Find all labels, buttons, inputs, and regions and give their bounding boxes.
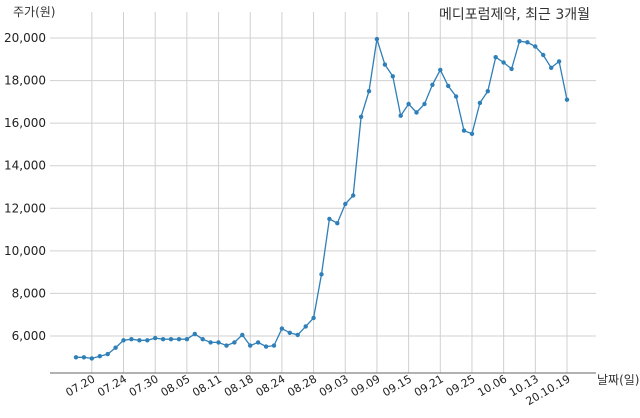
x-tick-label: 09.21 bbox=[412, 372, 446, 399]
x-tick-label: 08.18 bbox=[222, 372, 256, 399]
x-tick-label: 07.24 bbox=[95, 372, 129, 399]
data-point bbox=[184, 337, 190, 342]
data-point bbox=[137, 338, 142, 343]
data-point bbox=[176, 337, 182, 342]
y-tick-label: 18,000 bbox=[4, 74, 46, 88]
data-point bbox=[311, 315, 316, 321]
data-point bbox=[374, 36, 380, 42]
data-point bbox=[113, 345, 118, 350]
x-tick-labels: 07.2007.2407.3008.0508.1108.1808.2408.28… bbox=[64, 372, 573, 408]
x-tick-label: 09.25 bbox=[444, 372, 478, 399]
data-point bbox=[406, 101, 411, 107]
data-point bbox=[366, 89, 372, 94]
data-point bbox=[263, 344, 269, 349]
y-tick-label: 6,000 bbox=[12, 329, 46, 343]
data-point bbox=[469, 131, 475, 136]
data-point bbox=[160, 337, 166, 342]
data-point bbox=[168, 337, 174, 342]
data-point bbox=[129, 337, 134, 342]
data-point bbox=[232, 340, 237, 345]
data-point bbox=[358, 114, 364, 120]
data-point bbox=[453, 94, 459, 99]
data-point bbox=[81, 355, 87, 360]
data-point bbox=[501, 60, 506, 65]
x-tick-label: 07.20 bbox=[64, 372, 98, 399]
data-point bbox=[382, 62, 388, 67]
x-tick-label: 07.30 bbox=[127, 372, 161, 399]
x-tick-label: 08.24 bbox=[254, 372, 288, 399]
y-axis-label: 주가(원) bbox=[13, 5, 55, 19]
x-tick-label: 10.06 bbox=[475, 372, 509, 399]
data-point bbox=[477, 100, 483, 106]
y-tick-label: 16,000 bbox=[4, 116, 46, 130]
x-axis-label: 날짜(일) bbox=[597, 373, 639, 387]
series-price bbox=[76, 38, 568, 360]
data-point bbox=[255, 340, 261, 345]
x-tick-label: 09.15 bbox=[380, 372, 414, 399]
data-point bbox=[287, 330, 292, 335]
y-tick-labels: 6,000 8,000 10,000 12,000 14,000 16,000 18,000… bbox=[4, 31, 46, 343]
data-point bbox=[224, 343, 229, 348]
x-tick-label: 08.28 bbox=[285, 372, 319, 399]
data-points bbox=[73, 36, 570, 361]
chart-title: 메디포럼제약, 최근 3개월 bbox=[439, 7, 590, 23]
y-tick-label: 12,000 bbox=[4, 201, 46, 215]
data-point bbox=[271, 343, 277, 348]
data-point bbox=[493, 55, 498, 60]
x-tick-label: 08.05 bbox=[159, 372, 193, 399]
data-point bbox=[327, 216, 332, 222]
data-point bbox=[556, 59, 562, 64]
data-point bbox=[200, 337, 205, 342]
data-point bbox=[145, 338, 150, 343]
data-point bbox=[216, 340, 221, 345]
data-point bbox=[430, 82, 435, 88]
x-tick-label: 09.09 bbox=[349, 372, 383, 399]
data-point bbox=[549, 65, 554, 71]
data-point bbox=[422, 101, 427, 107]
x-tick-label: 09.03 bbox=[317, 372, 351, 399]
data-point bbox=[414, 110, 419, 115]
series-line bbox=[76, 38, 568, 360]
data-point bbox=[446, 83, 451, 89]
data-point bbox=[398, 113, 403, 118]
data-point bbox=[343, 201, 348, 207]
y-tick-label: 20,000 bbox=[4, 31, 46, 45]
data-point bbox=[533, 44, 538, 49]
data-point bbox=[208, 340, 213, 345]
data-point bbox=[73, 355, 79, 360]
grid bbox=[50, 12, 596, 373]
y-tick-label: 10,000 bbox=[4, 244, 46, 258]
data-point bbox=[240, 332, 245, 338]
data-point bbox=[295, 332, 300, 338]
data-point bbox=[105, 351, 110, 357]
data-point bbox=[390, 74, 395, 79]
data-point bbox=[541, 52, 546, 58]
data-point bbox=[509, 66, 514, 72]
data-point bbox=[192, 331, 197, 337]
data-point bbox=[461, 128, 467, 133]
data-point bbox=[525, 40, 530, 45]
data-point bbox=[485, 89, 490, 94]
data-point bbox=[121, 338, 126, 343]
data-point bbox=[97, 354, 103, 359]
data-point bbox=[564, 97, 570, 102]
y-tick-label: 14,000 bbox=[4, 159, 46, 173]
data-point bbox=[303, 324, 308, 329]
x-tick-label: 08.11 bbox=[190, 372, 224, 399]
data-point bbox=[351, 193, 356, 198]
data-point bbox=[89, 356, 95, 361]
data-point bbox=[335, 221, 340, 226]
data-point bbox=[438, 67, 443, 73]
data-point bbox=[319, 272, 324, 277]
y-tick-label: 8,000 bbox=[12, 286, 46, 300]
data-point bbox=[248, 343, 253, 348]
data-point bbox=[279, 326, 285, 331]
data-point bbox=[517, 39, 522, 44]
data-point bbox=[153, 335, 158, 341]
